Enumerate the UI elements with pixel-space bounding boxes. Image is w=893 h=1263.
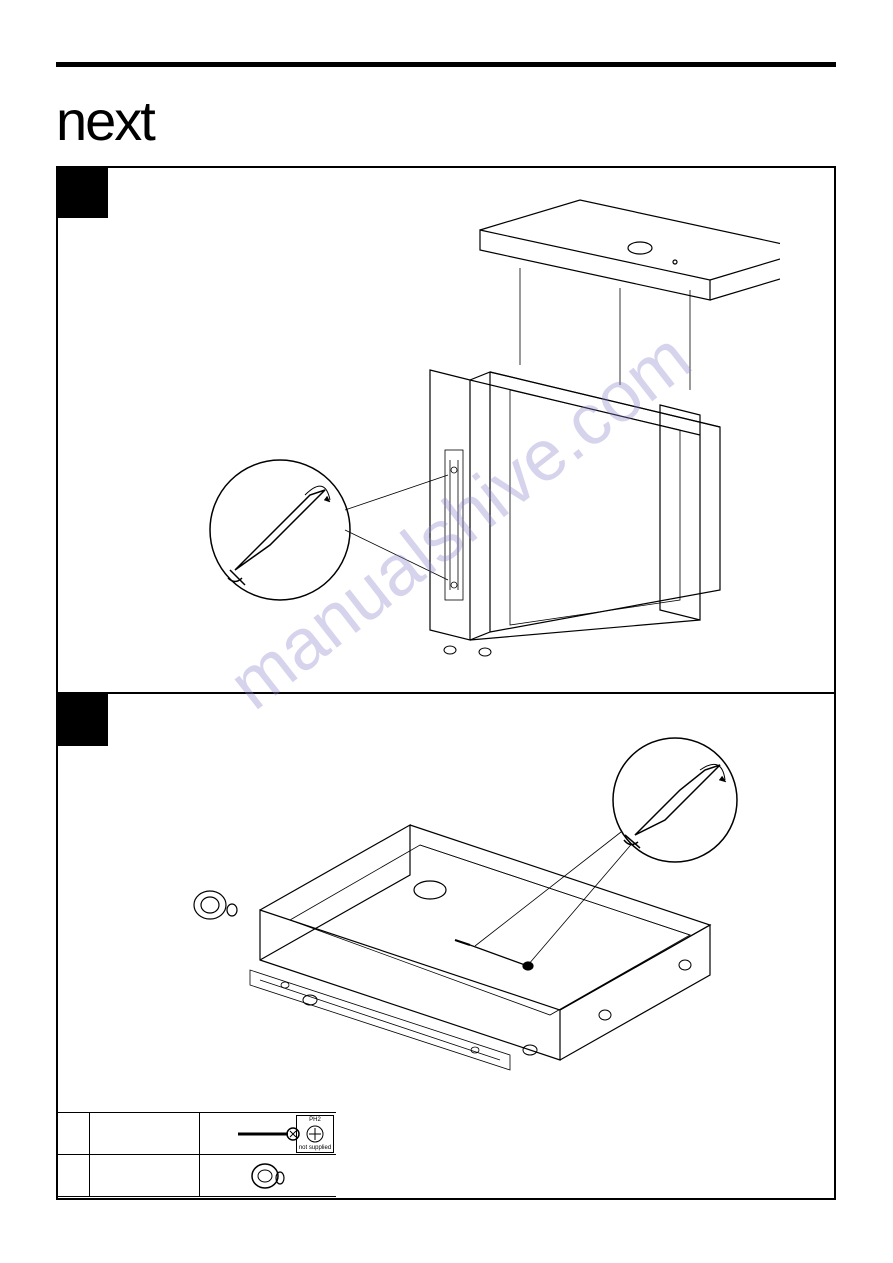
brand-logo: next <box>56 88 154 153</box>
parts-icon-cell <box>200 1155 336 1196</box>
header-rule <box>56 62 836 67</box>
assembly-diagram-2 <box>130 730 780 1100</box>
parts-qty-cell <box>90 1155 200 1196</box>
parts-row: PH2 not supplied <box>56 1113 336 1155</box>
parts-table: PH2 not supplied <box>56 1112 336 1197</box>
step-divider <box>56 692 836 694</box>
parts-code-cell <box>56 1155 90 1196</box>
screwdriver-head-icon <box>306 1125 324 1143</box>
assembly-diagram-1 <box>130 190 780 670</box>
step-number-box-1 <box>56 166 108 218</box>
ph-label: PH2 <box>298 1117 332 1123</box>
screw-icon <box>233 1126 303 1142</box>
not-supplied-badge: PH2 not supplied <box>296 1115 334 1153</box>
knob-icon <box>250 1160 286 1192</box>
parts-qty-cell <box>90 1113 200 1154</box>
parts-row <box>56 1155 336 1197</box>
step-number-box-2 <box>56 694 108 746</box>
parts-code-cell <box>56 1113 90 1154</box>
not-supplied-label: not supplied <box>298 1145 332 1151</box>
parts-icon-cell: PH2 not supplied <box>200 1113 336 1154</box>
